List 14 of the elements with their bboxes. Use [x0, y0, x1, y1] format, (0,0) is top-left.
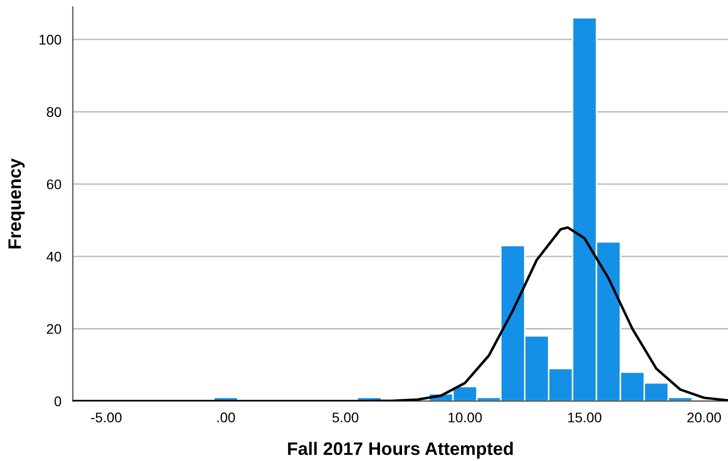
x-tick-label: 5.00: [332, 412, 358, 422]
x-tick-label: -5.00: [91, 412, 122, 422]
y-tick-label: 40: [46, 252, 62, 262]
x-axis-title: Fall 2017 Hours Attempted: [288, 442, 513, 459]
y-tick-label: 80: [46, 107, 62, 117]
x-tick-label: .00: [217, 412, 235, 422]
y-tick-label: 20: [46, 324, 62, 334]
y-tick-label: 100: [40, 34, 62, 45]
y-tick-label: 60: [46, 179, 62, 190]
x-tick-label: 10.00: [448, 412, 482, 422]
x-tick-label: 15.00: [568, 412, 602, 422]
y-tick-label: 0: [54, 396, 62, 406]
y-axis-title: Frequency: [8, 158, 25, 248]
x-tick-label: 20.00: [687, 412, 721, 422]
